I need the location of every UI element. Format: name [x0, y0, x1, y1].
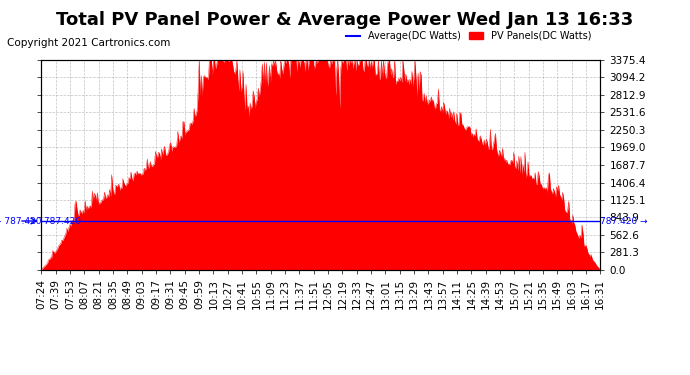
Text: Total PV Panel Power & Average Power Wed Jan 13 16:33: Total PV Panel Power & Average Power Wed… [57, 11, 633, 29]
Text: 787.420: 787.420 [41, 216, 81, 225]
Text: ← 787.420: ← 787.420 [0, 216, 41, 225]
Text: Copyright 2021 Cartronics.com: Copyright 2021 Cartronics.com [7, 38, 170, 48]
Legend: Average(DC Watts), PV Panels(DC Watts): Average(DC Watts), PV Panels(DC Watts) [342, 27, 595, 45]
Text: 787.420 →: 787.420 → [600, 216, 648, 225]
